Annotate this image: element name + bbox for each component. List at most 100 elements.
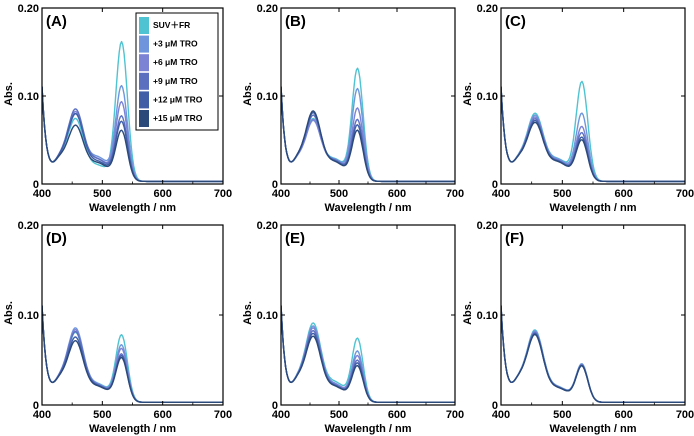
y-axis-label: Abs.: [3, 301, 15, 325]
chart-panel-3: 400 500 600 700 0 0.10 0.20 Wavelength / nm Abs.…: [462, 3, 694, 214]
legend-label-2: +3 μM TRO: [153, 39, 198, 49]
series-line-1: [281, 305, 455, 403]
legend-label-1: SUV＋FR: [153, 20, 190, 30]
x-axis-label: Wavelength / nm: [325, 202, 412, 214]
legend-box: [135, 12, 219, 131]
y-tick-label: 0.20: [477, 3, 498, 15]
series-line-6: [281, 86, 455, 183]
x-tick-label: 400: [272, 188, 290, 200]
series-line-1: [501, 305, 685, 403]
x-tick-label: 400: [33, 409, 51, 421]
y-tick-label: 0: [492, 179, 498, 191]
x-tick-label: 400: [272, 409, 290, 421]
x-tick-label: 600: [153, 409, 171, 421]
x-tick-label: 700: [446, 188, 464, 200]
chart-panel-6: 400 500 600 700 0 0.10 0.20 Wavelength / nm Abs.…: [462, 220, 694, 435]
series-line-6: [281, 305, 455, 403]
y-axis-label: Abs.: [3, 82, 15, 106]
legend-swatch-2: [139, 35, 149, 53]
x-tick-label: 500: [93, 188, 111, 200]
x-axis-label: Wavelength / nm: [550, 202, 637, 214]
y-tick-label: 0.20: [257, 3, 278, 15]
series-line-5: [281, 305, 455, 403]
panel-label: (F): [505, 230, 524, 247]
chart-panel-2: 400 500 600 700 0 0.10 0.20 Wavelength / nm Abs.…: [242, 3, 464, 214]
legend: SUV＋FR +3 μM TRO +6 μM TRO +9 μM TRO +12 μM …: [135, 12, 219, 131]
plot-frame: [500, 224, 686, 406]
x-tick-label: 500: [553, 409, 571, 421]
x-tick-label: 700: [214, 409, 232, 421]
x-tick-label: 500: [93, 409, 111, 421]
y-tick-label: 0.10: [477, 91, 498, 103]
series-line-4: [281, 305, 455, 403]
plot-frame: [280, 224, 456, 406]
x-tick-label: 600: [388, 188, 406, 200]
plot-frame: [41, 224, 224, 406]
x-axis-label: Wavelength / nm: [89, 202, 176, 214]
y-axis-label: Abs.: [462, 301, 474, 325]
chart-panel-4: 400 500 600 700 0 0.10 0.20 Wavelength / nm Abs.…: [3, 220, 232, 435]
series-line-6: [42, 305, 223, 403]
panel-label: (D): [46, 230, 67, 247]
series-line-2: [501, 305, 685, 403]
chart-panel-5: 400 500 600 700 0 0.10 0.20 Wavelength / nm Abs.…: [242, 220, 464, 435]
panel-label: (E): [285, 230, 305, 247]
y-tick-label: 0.10: [18, 310, 39, 322]
y-axis-label: Abs.: [242, 82, 254, 106]
series-line-4: [501, 305, 685, 403]
y-tick-label: 0: [33, 179, 39, 191]
legend-label-5: +12 μM TRO: [153, 94, 203, 104]
y-tick-label: 0.10: [257, 310, 278, 322]
y-tick-label: 0.10: [18, 91, 39, 103]
chart-panel-1: 400 500 600 700 0 0.10 0.20 Wavelength / nm Abs.…: [3, 3, 232, 214]
panel-label: (A): [46, 13, 67, 30]
legend-swatch-3: [139, 54, 149, 72]
x-tick-label: 600: [388, 409, 406, 421]
plot-frame: [500, 7, 686, 185]
x-tick-label: 600: [614, 188, 632, 200]
x-tick-label: 400: [492, 188, 510, 200]
x-tick-label: 500: [330, 188, 348, 200]
x-tick-label: 500: [553, 188, 571, 200]
y-tick-label: 0.10: [257, 91, 278, 103]
y-tick-label: 0.20: [257, 220, 278, 232]
y-tick-label: 0.20: [18, 220, 39, 232]
x-tick-label: 700: [676, 409, 694, 421]
y-tick-label: 0.20: [477, 220, 498, 232]
y-tick-label: 0: [272, 179, 278, 191]
y-axis-label: Abs.: [462, 82, 474, 106]
series-line-6: [42, 86, 223, 183]
series-line-3: [281, 305, 455, 403]
x-tick-label: 700: [676, 188, 694, 200]
x-axis-label: Wavelength / nm: [325, 423, 412, 435]
y-tick-label: 0: [33, 400, 39, 412]
y-tick-label: 0: [272, 400, 278, 412]
x-tick-label: 700: [446, 409, 464, 421]
y-tick-label: 0.20: [18, 3, 39, 15]
x-tick-label: 400: [33, 188, 51, 200]
series-line-2: [281, 305, 455, 403]
x-tick-label: 700: [214, 188, 232, 200]
series-line-6: [501, 86, 685, 183]
panel-label: (C): [505, 13, 526, 30]
x-axis-label: Wavelength / nm: [550, 423, 637, 435]
y-tick-label: 0.10: [477, 310, 498, 322]
x-tick-label: 400: [492, 409, 510, 421]
legend-label-3: +6 μM TRO: [153, 57, 198, 67]
legend-swatch-4: [139, 72, 149, 90]
series-line-6: [501, 305, 685, 403]
panel-label: (B): [285, 13, 306, 30]
series-line-3: [501, 305, 685, 403]
x-tick-label: 600: [153, 188, 171, 200]
legend-swatch-1: [139, 17, 149, 34]
legend-label-4: +9 μM TRO: [153, 76, 198, 86]
x-tick-label: 500: [330, 409, 348, 421]
x-tick-label: 600: [614, 409, 632, 421]
series-line-5: [501, 305, 685, 403]
legend-swatch-6: [139, 110, 149, 127]
x-axis-label: Wavelength / nm: [89, 423, 176, 435]
legend-swatch-5: [139, 91, 149, 109]
y-tick-label: 0: [492, 400, 498, 412]
y-axis-label: Abs.: [242, 301, 254, 325]
